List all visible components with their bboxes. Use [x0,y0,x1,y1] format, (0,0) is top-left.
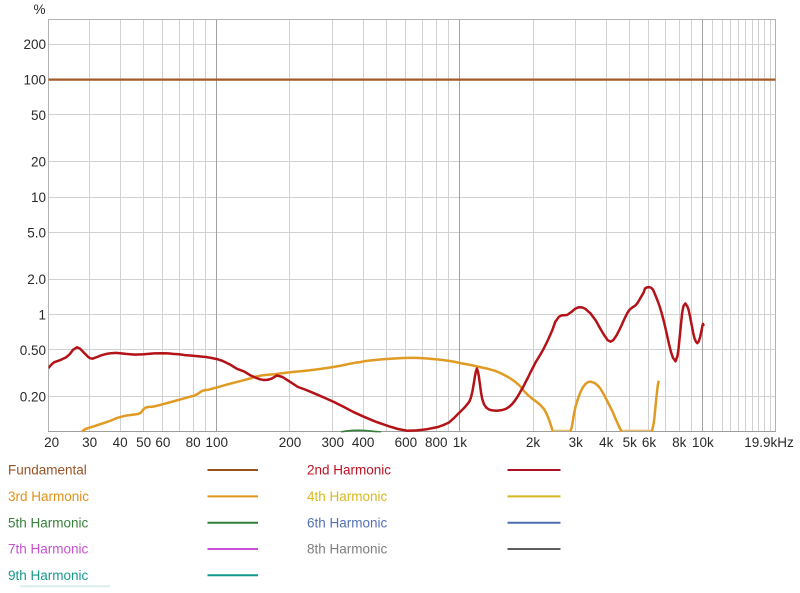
svg-text:100: 100 [206,435,229,450]
svg-text:10: 10 [31,190,46,205]
svg-text:1k: 1k [453,435,468,450]
svg-text:6th Harmonic: 6th Harmonic [307,515,388,530]
svg-text:3rd Harmonic: 3rd Harmonic [8,489,89,504]
svg-text:5.0: 5.0 [27,225,46,240]
svg-text:60: 60 [155,435,170,450]
svg-text:800: 800 [425,435,448,450]
svg-text:200: 200 [279,435,302,450]
svg-text:2nd Harmonic: 2nd Harmonic [307,463,391,478]
svg-text:300: 300 [322,435,345,450]
svg-text:50: 50 [136,435,151,450]
svg-text:9th Harmonic: 9th Harmonic [8,568,89,583]
svg-text:20: 20 [44,435,59,450]
svg-text:4k: 4k [599,435,614,450]
svg-text:200: 200 [23,37,46,52]
svg-text:10k: 10k [692,435,714,450]
svg-text:6k: 6k [642,435,657,450]
svg-text:2k: 2k [526,435,541,450]
svg-text:%: % [34,2,46,17]
svg-text:7th Harmonic: 7th Harmonic [8,542,89,557]
svg-text:600: 600 [395,435,418,450]
svg-text:3k: 3k [569,435,584,450]
svg-text:4th Harmonic: 4th Harmonic [307,489,388,504]
svg-text:20: 20 [31,155,46,170]
svg-text:Fundamental: Fundamental [8,463,87,478]
svg-text:80: 80 [186,435,201,450]
svg-text:40: 40 [113,435,128,450]
svg-text:0.20: 0.20 [20,390,46,405]
svg-text:5k: 5k [623,435,638,450]
svg-text:8k: 8k [672,435,687,450]
svg-text:30: 30 [82,435,97,450]
svg-text:5th Harmonic: 5th Harmonic [8,515,89,530]
svg-text:1: 1 [38,307,46,322]
svg-text:0.50: 0.50 [20,343,46,358]
svg-text:2.0: 2.0 [27,272,46,287]
svg-text:8th Harmonic: 8th Harmonic [307,542,388,557]
svg-text:19.9kHz: 19.9kHz [744,435,794,450]
svg-text:100: 100 [23,72,46,87]
svg-text:400: 400 [352,435,375,450]
svg-text:50: 50 [31,108,46,123]
